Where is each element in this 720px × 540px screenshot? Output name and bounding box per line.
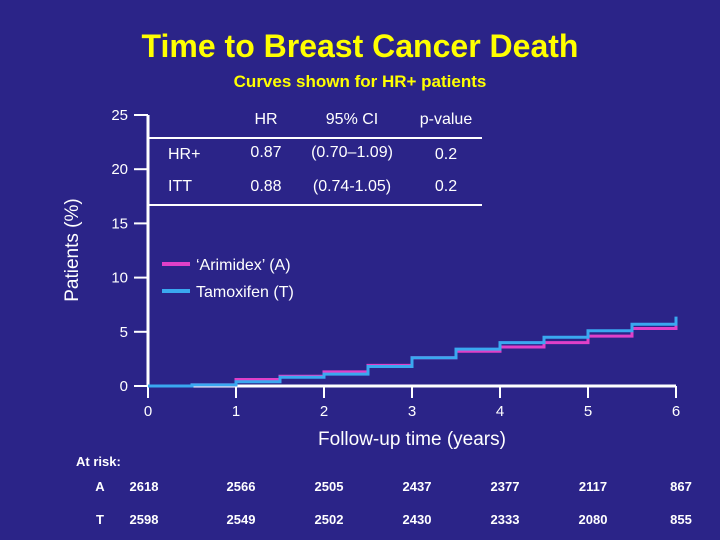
- hr-header-p: p-value: [420, 111, 473, 128]
- y-tick-label: 20: [111, 161, 128, 178]
- x-ticks: 0 1 2 3 4 5 6: [144, 386, 680, 420]
- at-risk-value: 2377: [491, 479, 520, 494]
- x-tick-label: 2: [320, 403, 328, 420]
- hr-row-label: ITT: [168, 178, 192, 195]
- series-line-tamoxifen: [148, 316, 678, 388]
- at-risk-arm-a: A: [95, 479, 105, 494]
- at-risk-arm-t: T: [96, 512, 104, 527]
- at-risk-value: 2598: [130, 512, 159, 527]
- x-tick-label: 5: [584, 403, 592, 420]
- legend-label-tamoxifen: Tamoxifen (T): [196, 284, 294, 301]
- at-risk-values: 2618 2566 2505 2437 2377 2117 867 2598 2549 2502 2…: [130, 479, 692, 527]
- y-tick-label: 0: [120, 378, 128, 395]
- hr-row-ci: (0.70–1.09): [311, 144, 393, 161]
- hr-row-hr: 0.87: [250, 144, 281, 161]
- at-risk-value: 867: [670, 479, 692, 494]
- chart-title: Time to Breast Cancer Death: [142, 28, 579, 64]
- hr-header-hr: HR: [254, 111, 277, 128]
- legend-label-arimidex: ‘Arimidex’ (A): [196, 257, 291, 274]
- hr-row-p: 0.2: [435, 178, 457, 195]
- hr-row-ci: (0.74-1.05): [313, 178, 391, 195]
- y-ticks: 0 5 10 15 20 25: [111, 107, 148, 395]
- x-tick-label: 4: [496, 403, 504, 420]
- hr-header-ci: 95% CI: [326, 111, 378, 128]
- x-tick-label: 6: [672, 403, 680, 420]
- at-risk-value: 855: [670, 512, 692, 527]
- x-tick-label: 0: [144, 403, 152, 420]
- y-tick-label: 5: [120, 324, 128, 341]
- at-risk-value: 2618: [130, 479, 159, 494]
- y-tick-label: 15: [111, 215, 128, 232]
- series-lines: [148, 316, 678, 388]
- hr-table: HR 95% CI p-value HR+ 0.87 (0.70–1.09) 0…: [148, 111, 482, 206]
- x-tick-label: 1: [232, 403, 240, 420]
- at-risk-value: 2430: [403, 512, 432, 527]
- hr-row-p: 0.2: [435, 146, 457, 163]
- y-axis-label: Patients (%): [62, 198, 83, 301]
- y-tick-label: 25: [111, 107, 128, 124]
- at-risk-value: 2333: [491, 512, 520, 527]
- at-risk-value: 2502: [315, 512, 344, 527]
- chart-subtitle: Curves shown for HR+ patients: [234, 72, 487, 91]
- hr-row-label: HR+: [168, 146, 200, 163]
- at-risk-value: 2080: [579, 512, 608, 527]
- at-risk-value: 2505: [315, 479, 344, 494]
- at-risk-value: 2566: [227, 479, 256, 494]
- at-risk-value: 2117: [579, 479, 607, 494]
- at-risk-table: At risk: A T 2618 2566 2505 2437 2377 2117 867…: [76, 454, 692, 527]
- legend: ‘Arimidex’ (A) Tamoxifen (T): [162, 257, 294, 301]
- axes: [146, 115, 676, 388]
- at-risk-value: 2549: [227, 512, 256, 527]
- at-risk-label: At risk:: [76, 454, 121, 469]
- hr-row-hr: 0.88: [250, 178, 281, 195]
- x-axis-label: Follow-up time (years): [318, 429, 506, 450]
- x-tick-label: 3: [408, 403, 416, 420]
- at-risk-value: 2437: [403, 479, 432, 494]
- y-tick-label: 10: [111, 270, 128, 287]
